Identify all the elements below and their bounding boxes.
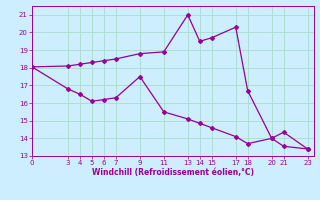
- X-axis label: Windchill (Refroidissement éolien,°C): Windchill (Refroidissement éolien,°C): [92, 168, 254, 177]
